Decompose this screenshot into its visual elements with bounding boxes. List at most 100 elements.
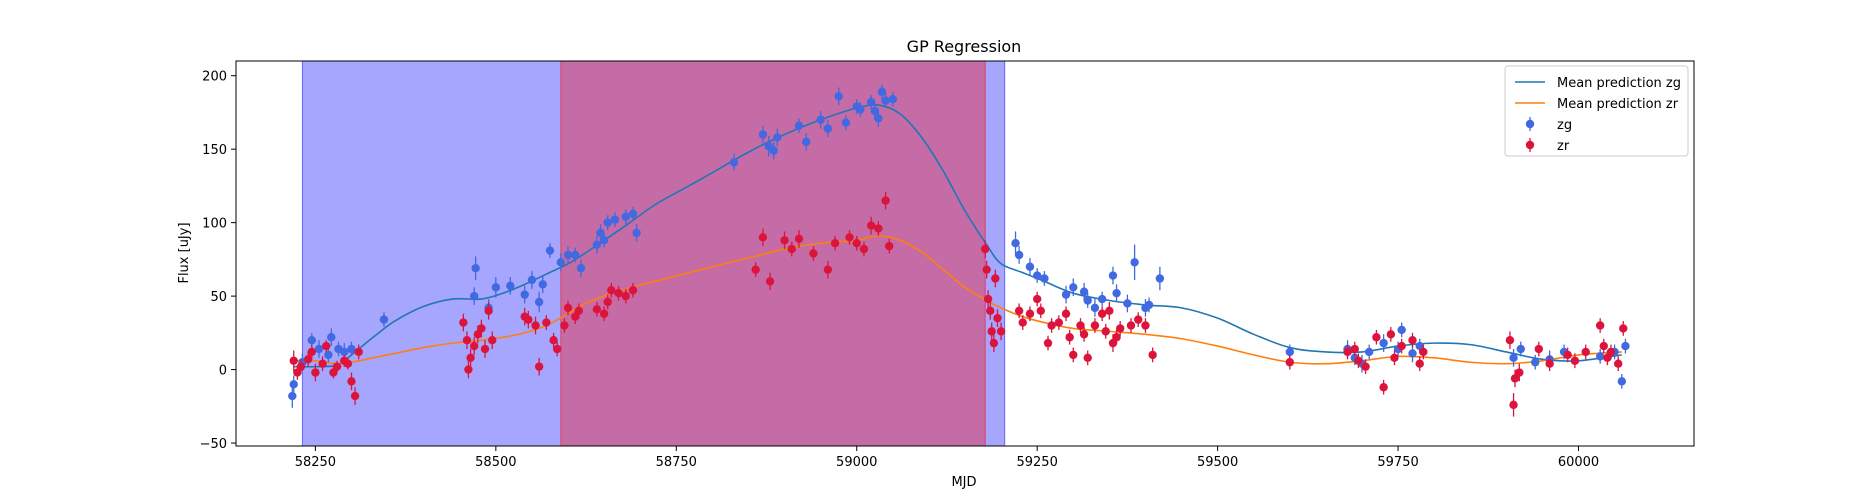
shaded-region-1: [301, 61, 1006, 446]
zr-point-41: [621, 291, 630, 301]
zr-point-99: [1379, 383, 1388, 392]
zr-point-96: [1354, 356, 1363, 365]
zr-point-14: [354, 347, 363, 357]
zg-point-77: [1397, 325, 1406, 335]
zg-point-54: [1025, 262, 1035, 271]
zr-point-101: [1390, 353, 1399, 363]
zr-point-76: [1061, 309, 1071, 318]
zr-point-73: [1043, 338, 1053, 348]
zg-point-80: [1509, 353, 1518, 363]
zr-point-4: [307, 347, 316, 357]
zr-point-90: [1134, 315, 1143, 324]
zg-point-16: [520, 290, 529, 299]
shaded-regions: [301, 61, 1006, 446]
zg-point-5: [324, 350, 333, 360]
zr-point-119: [1614, 359, 1623, 368]
zr-point-104: [1415, 359, 1424, 368]
zr-point-44: [758, 233, 768, 242]
zr-point-92: [1148, 350, 1157, 360]
legend-label-1: Mean prediction zg: [1557, 76, 1681, 91]
y-tick-label-150: 150: [202, 143, 227, 158]
zg-point-47: [870, 106, 879, 116]
zr-point-57: [881, 196, 890, 205]
zg-point-28: [603, 218, 612, 227]
zg-point-34: [758, 130, 768, 139]
y-tick-label--50: −50: [200, 437, 227, 452]
zg-point-6: [327, 333, 336, 342]
zr-point-16: [462, 335, 472, 345]
shaded-region-2: [560, 61, 986, 446]
zg-point-14: [491, 283, 501, 292]
y-axis-label: Flux [uJy]: [177, 222, 192, 283]
zr-point-87: [1112, 333, 1121, 342]
zr-point-5: [311, 368, 320, 377]
zr-point-85: [1105, 306, 1114, 316]
zg-point-27: [599, 236, 609, 245]
legend-box: [1504, 65, 1689, 157]
zg-point-11: [469, 291, 479, 301]
zg-point-30: [621, 212, 630, 221]
zr-point-88: [1115, 324, 1125, 333]
zg-point-33: [729, 158, 739, 167]
zg-point-41: [823, 124, 833, 133]
zr-point-38: [603, 297, 612, 307]
x-axis: 58250 58500 58750 59000 59250 59500 59750 60000: [295, 446, 1599, 470]
zr-point-107: [1509, 400, 1518, 410]
zr-point-59: [981, 244, 990, 254]
zr-point-33: [563, 303, 573, 313]
zg-point-60: [1083, 296, 1092, 305]
zg-point-40: [816, 115, 825, 124]
zr-point-97: [1361, 362, 1370, 371]
zr-point-9: [332, 362, 342, 371]
zr-point-111: [1545, 359, 1554, 368]
zg-point-78: [1408, 349, 1417, 358]
zr-point-70: [1025, 309, 1035, 318]
zg-point-8: [340, 347, 349, 357]
zr-point-32: [560, 321, 569, 330]
zr-point-13: [350, 391, 360, 401]
zr-point-19: [469, 341, 479, 351]
zr-point-37: [599, 309, 609, 318]
zr-point-103: [1408, 335, 1417, 345]
zr-point-95: [1350, 344, 1359, 354]
zg-point-66: [1130, 258, 1139, 267]
zg-point-75: [1379, 338, 1388, 348]
zg-point-50: [881, 96, 890, 105]
zr-point-2: [296, 362, 306, 371]
zr-point-50: [823, 265, 833, 274]
x-tick-label-58500: 58500: [475, 455, 516, 470]
legend-label-3: zg: [1557, 118, 1572, 133]
zr-point-114: [1581, 347, 1590, 357]
zg-point-17: [527, 275, 537, 285]
zg-point-25: [592, 240, 602, 249]
zr-point-109: [1515, 368, 1524, 377]
zg-point-0: [288, 391, 297, 401]
zg-point-58: [1069, 283, 1078, 292]
zg-point-26: [596, 228, 605, 238]
zg-point-63: [1108, 271, 1118, 280]
zg-point-3: [307, 335, 316, 345]
zr-point-102: [1397, 341, 1406, 351]
zr-point-105: [1419, 347, 1428, 357]
x-tick-label-60000: 60000: [1558, 455, 1599, 470]
zr-point-24: [488, 335, 497, 345]
zg-point-85: [1595, 352, 1605, 361]
zr-point-120: [1619, 324, 1628, 333]
legend: Mean prediction zg Mean prediction zr zg zr: [1504, 65, 1689, 157]
zr-point-91: [1141, 321, 1150, 330]
legend-label-2: Mean prediction zr: [1557, 97, 1679, 112]
zg-point-36: [769, 146, 778, 155]
zg-point-56: [1040, 274, 1049, 283]
x-tick-label-59750: 59750: [1377, 455, 1418, 470]
zr-point-11: [343, 359, 353, 368]
zr-point-68: [1014, 306, 1024, 316]
zr-point-116: [1599, 341, 1608, 351]
zr-point-0: [289, 356, 298, 365]
zr-point-54: [859, 244, 869, 254]
series-zg: [288, 84, 1630, 408]
zg-point-68: [1144, 300, 1154, 310]
zr-point-27: [531, 321, 540, 330]
zr-point-6: [318, 359, 327, 368]
zg-point-18: [534, 297, 544, 307]
